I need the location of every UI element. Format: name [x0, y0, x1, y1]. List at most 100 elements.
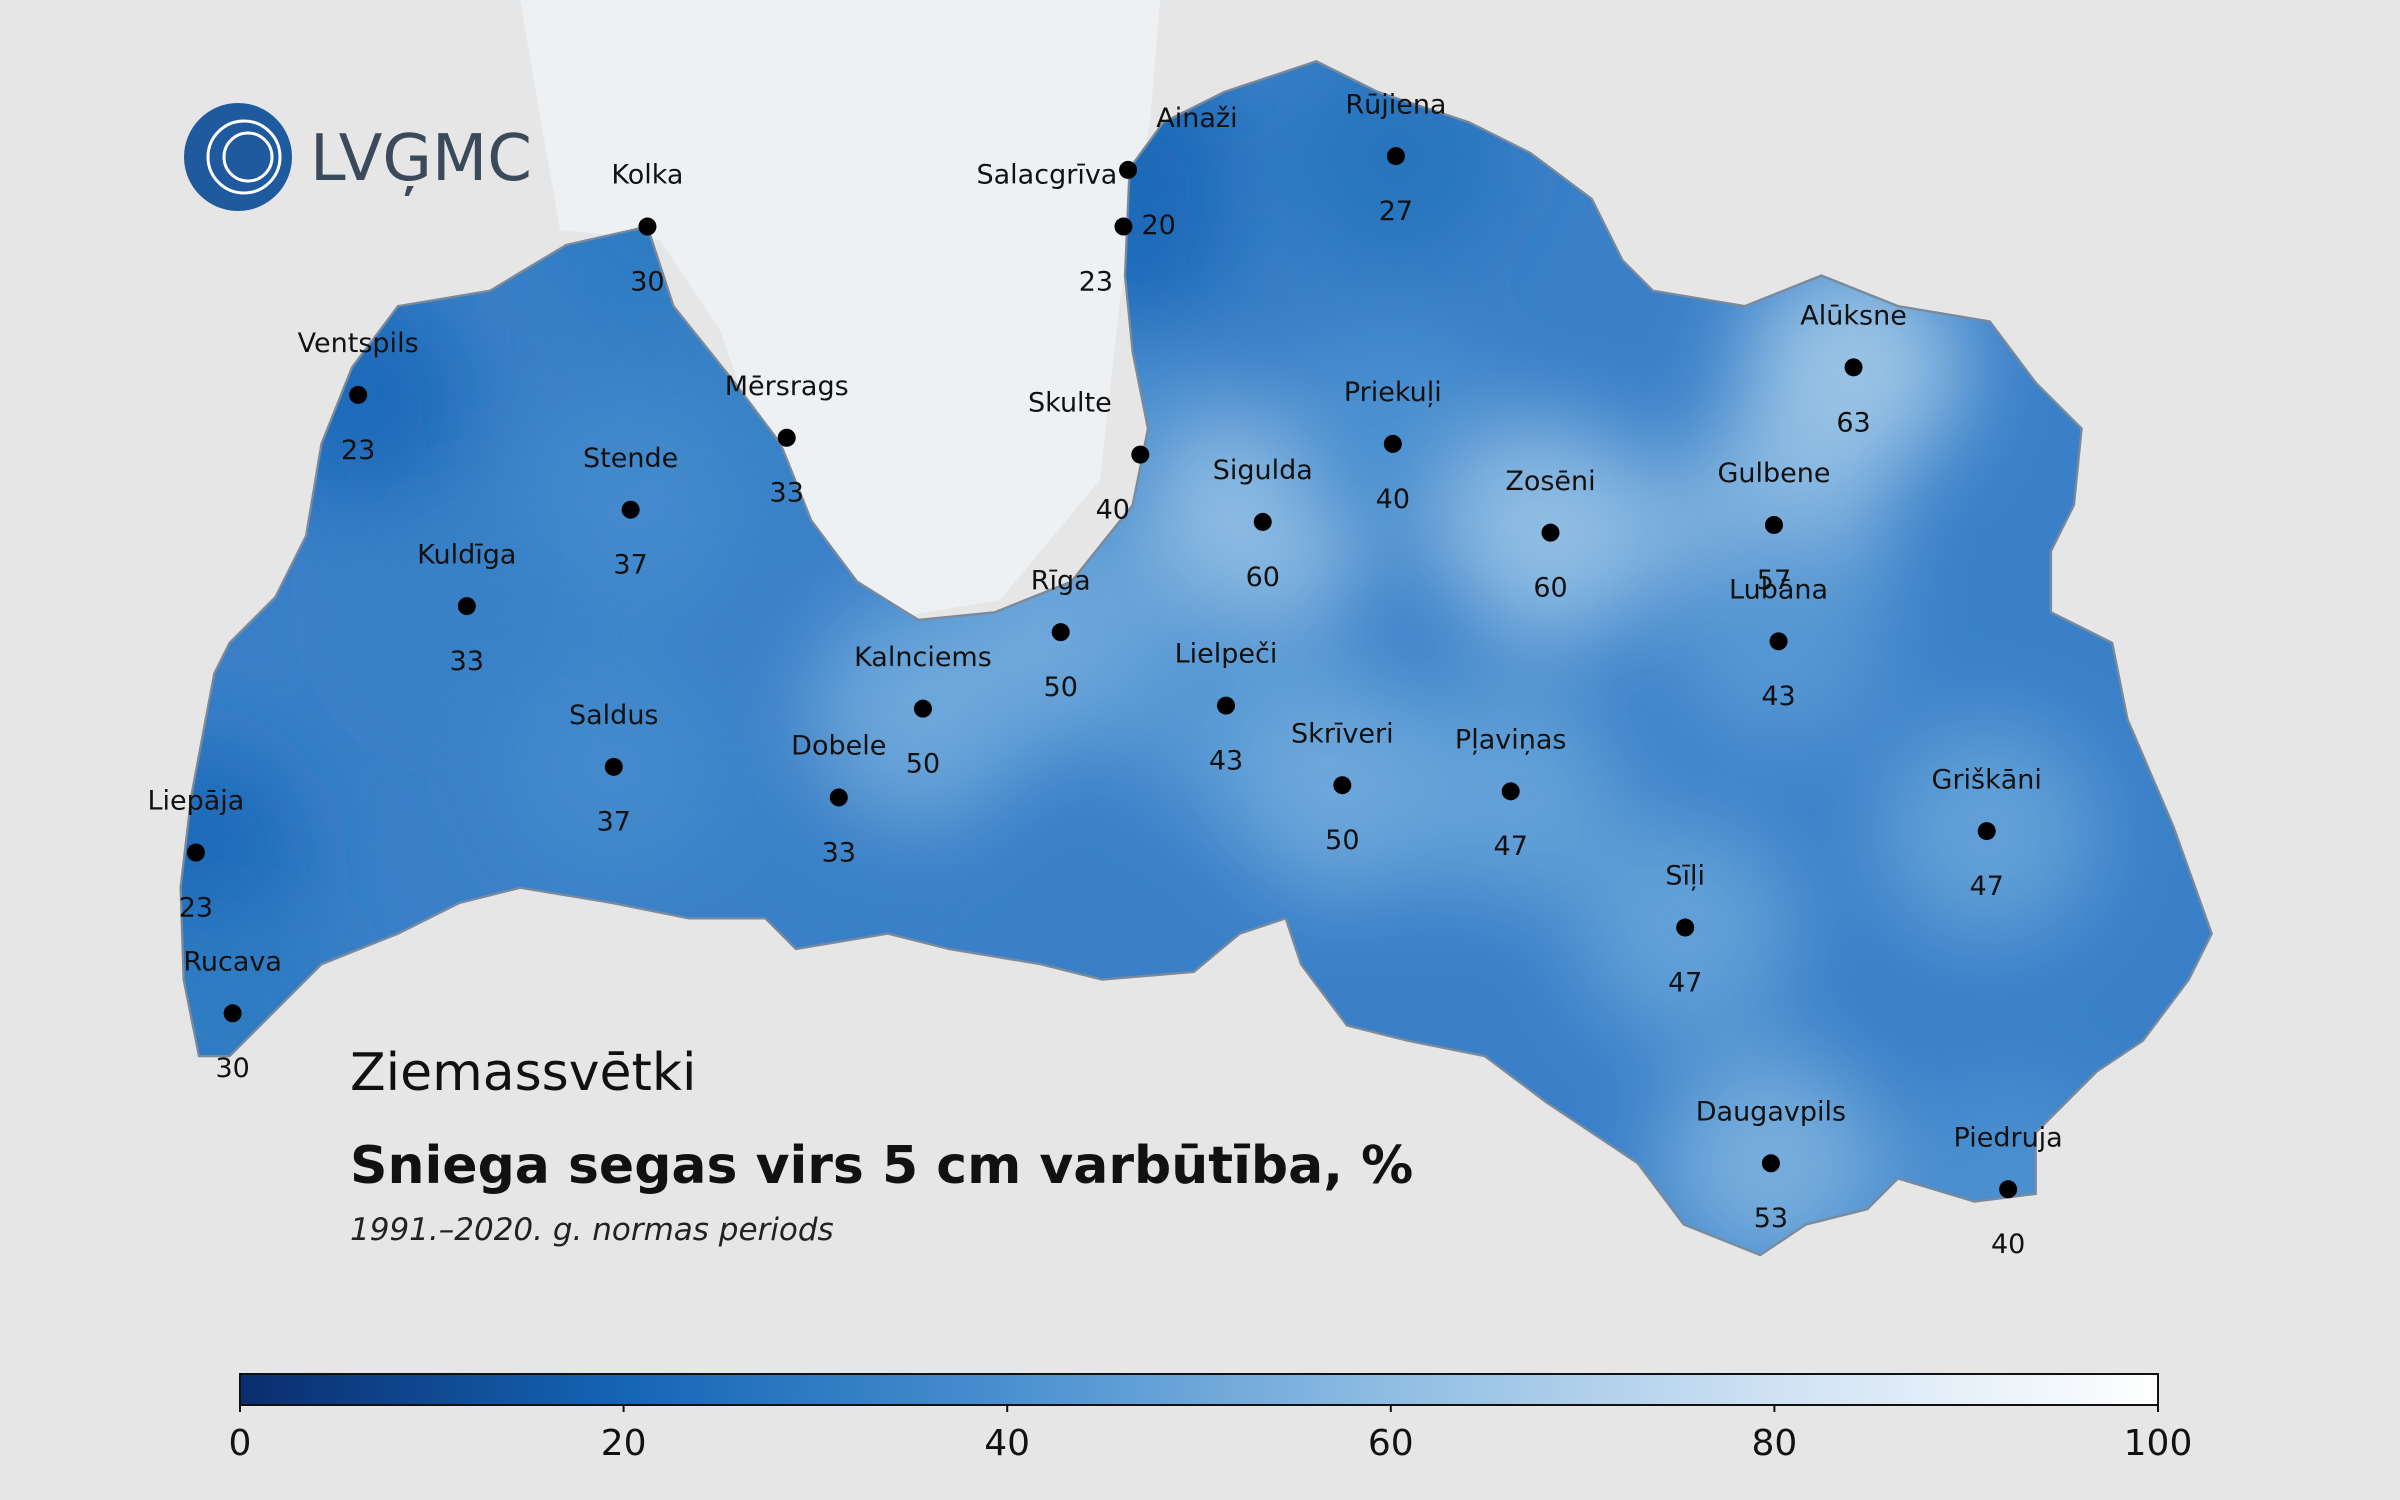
station-name: Daugavpils: [1696, 1096, 1846, 1127]
station-name: Zosēni: [1505, 466, 1595, 497]
station-name: Sīļi: [1665, 861, 1705, 892]
station-dot: [638, 217, 657, 236]
colorbar-tick-label: 20: [601, 1423, 647, 1464]
station-name: Salacgrīva: [977, 160, 1118, 191]
station-dot: [1131, 445, 1150, 464]
station-name: Skrīveri: [1291, 718, 1394, 749]
station-dot: [913, 699, 932, 718]
station-dot: [1541, 523, 1560, 542]
station-name: Kalnciems: [854, 642, 992, 673]
station-name: Rucava: [183, 946, 282, 977]
station-value: 50: [1325, 825, 1359, 856]
map-title: Ziemassvētki: [350, 1043, 696, 1103]
station-name: Piedruja: [1954, 1122, 2063, 1153]
station-name: Saldus: [569, 700, 659, 731]
station-value: 43: [1209, 746, 1243, 777]
station-value: 40: [1991, 1229, 2025, 1260]
station-value: 33: [450, 646, 484, 677]
station-value: 23: [341, 435, 375, 466]
map-period: 1991.–2020. g. normas periods: [350, 1212, 834, 1248]
station-name: Ventspils: [298, 328, 419, 359]
station-dot: [1333, 776, 1352, 795]
station-name: Alūksne: [1800, 300, 1907, 331]
colorbar-tick-label: 100: [2124, 1423, 2193, 1464]
map-subtitle: Sniega segas virs 5 cm varbūtība, %: [350, 1136, 1413, 1196]
station-value: 40: [1096, 495, 1130, 526]
station-dot: [457, 597, 476, 616]
colorbar-tick-label: 0: [229, 1423, 252, 1464]
stations: Kolka 30 Ventspils 23 Mērsrags 33 Stende 37 Kuld…: [147, 89, 2062, 1260]
station-value: 30: [630, 266, 664, 297]
logo-ring: [206, 119, 282, 195]
station-value: 33: [822, 837, 856, 868]
station-dot: [1119, 160, 1138, 179]
station-name: Rīga: [1031, 565, 1091, 596]
station-value: 50: [1044, 672, 1078, 703]
station-name: Griškāni: [1932, 764, 2042, 795]
colorbar: [239, 1373, 2159, 1406]
station-name: Mērsrags: [725, 371, 849, 402]
station-dot: [1769, 632, 1788, 651]
station-dot: [1676, 918, 1695, 937]
station-name: Rūjiena: [1345, 89, 1446, 120]
station-value: 53: [1754, 1203, 1788, 1234]
sea: [520, 0, 1160, 620]
station-dot: [1217, 696, 1236, 715]
station-value: 33: [770, 478, 804, 509]
station-dot: [604, 757, 623, 776]
logo: LVĢMC: [184, 103, 532, 211]
station-dot: [1761, 1154, 1780, 1173]
station-value: 60: [1246, 562, 1280, 593]
station-value: 47: [1970, 871, 2004, 902]
station-value: 30: [215, 1053, 249, 1084]
station-value: 60: [1533, 573, 1567, 604]
station-dot: [186, 843, 205, 862]
logo-icon: [184, 103, 292, 211]
station-dot: [1764, 515, 1783, 534]
colorbar-tick-label: 60: [1368, 1423, 1414, 1464]
station-name: Dobele: [791, 731, 886, 762]
station-value: 40: [1376, 484, 1410, 515]
logo-text: LVĢMC: [310, 122, 532, 196]
station-value: 57: [1757, 565, 1791, 596]
station-dot: [1844, 358, 1863, 377]
station-name: Priekuļi: [1344, 377, 1442, 408]
station-dot: [777, 428, 796, 447]
station-dot: [621, 500, 640, 519]
station-value: 20: [1141, 210, 1175, 241]
station-value: 47: [1668, 967, 1702, 998]
station-dot: [1383, 434, 1402, 453]
station-dot: [1501, 782, 1520, 801]
colorbar-ticks: 0 20 40 60 80 100: [229, 1405, 2193, 1464]
station-name: Skulte: [1028, 388, 1112, 419]
station-dot: [1386, 147, 1405, 166]
station-value: 47: [1494, 831, 1528, 862]
station-value: 27: [1379, 196, 1413, 227]
station-dot: [1051, 623, 1070, 642]
station-name: Liepāja: [147, 786, 244, 817]
station-name: Sigulda: [1213, 455, 1313, 486]
station-value: 37: [613, 550, 647, 581]
station-dot: [1253, 512, 1272, 531]
station-name: Kuldīga: [417, 539, 516, 570]
station-value: 50: [906, 749, 940, 780]
station-dot: [223, 1004, 242, 1023]
station-name: Lubāna: [1729, 574, 1828, 605]
station-dot: [829, 788, 848, 807]
colorbar-tick-label: 40: [984, 1423, 1030, 1464]
station-dot: [1977, 822, 1996, 841]
station-name: Ainaži: [1156, 103, 1237, 134]
station-name: Pļaviņas: [1455, 724, 1567, 755]
station-dot: [1999, 1180, 2018, 1199]
station-value: 43: [1761, 681, 1795, 712]
station-value: 63: [1836, 407, 1870, 438]
station-value: 37: [597, 807, 631, 838]
station-name: Kolka: [611, 160, 683, 191]
station-value: 23: [1079, 266, 1113, 297]
station-value: 23: [179, 892, 213, 923]
station-name: Gulbene: [1717, 458, 1830, 489]
station-dot: [349, 385, 368, 404]
logo-ring: [222, 131, 274, 183]
colorbar-tick-label: 80: [1751, 1423, 1797, 1464]
